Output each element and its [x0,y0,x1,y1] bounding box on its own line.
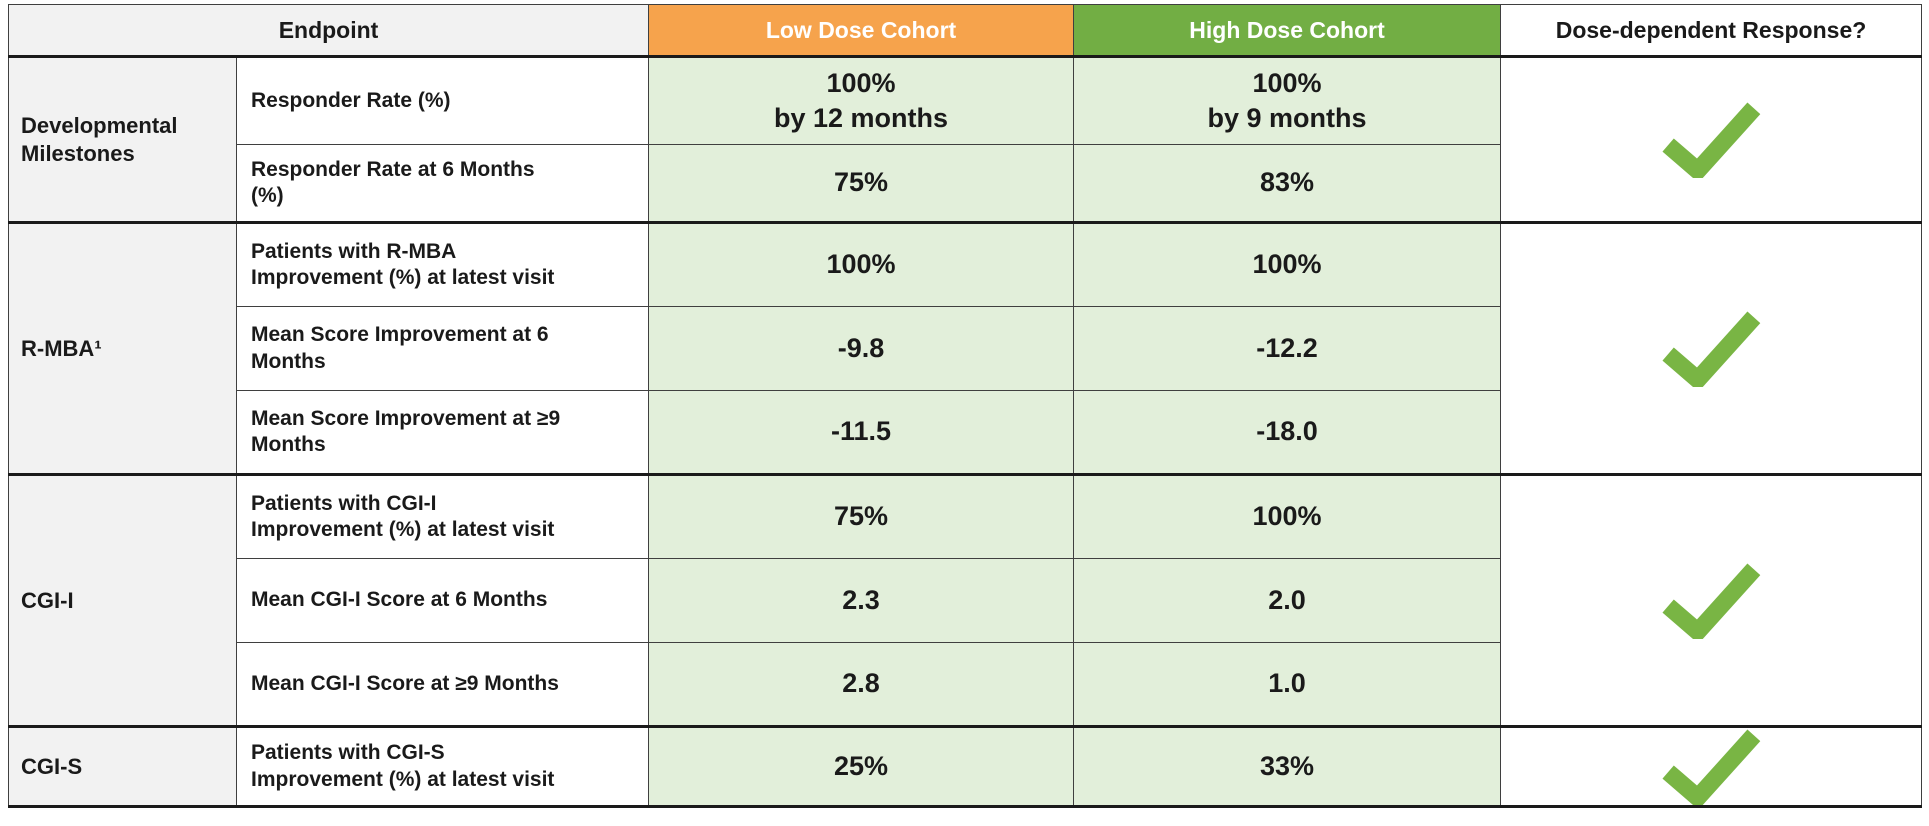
header-row: Endpoint Low Dose Cohort High Dose Cohor… [7,4,1923,58]
low-dose-value: -11.5 [648,390,1075,475]
low-dose-value: 25% [648,725,1075,808]
column-header-dose-dependent: Dose-dependent Response? [1500,4,1923,58]
checkmark-icon [1662,311,1761,387]
low-dose-value: -9.8 [648,306,1075,391]
table-row: Mean CGI-I Score at ≥9 Months 2.8 1.0 [9,642,1922,727]
low-dose-value: 100% [648,221,1075,307]
row-group-label-cgi-s: CGI-S [8,725,237,808]
endpoint-measure-label: Patients with R-MBA Improvement (%) at l… [235,221,650,307]
table-row: Mean Score Improvement at ≥9 Months -11.… [9,390,1922,475]
endpoint-measure-label: Patients with CGI-S Improvement (%) at l… [235,725,650,808]
column-header-endpoint: Endpoint [7,4,650,58]
high-dose-value: -12.2 [1073,306,1502,391]
endpoint-comparison-table: Endpoint Low Dose Cohort High Dose Cohor… [7,4,1923,808]
high-dose-value: 100% [1073,221,1502,307]
checkmark-icon [1662,102,1761,178]
endpoint-measure-label: Responder Rate (%) [235,56,650,145]
endpoint-measure-label: Responder Rate at 6 Months (%) [235,144,650,223]
high-dose-value: -18.0 [1073,390,1502,475]
high-dose-value: 1.0 [1073,642,1502,727]
endpoint-measure-label: Mean Score Improvement at ≥9 Months [235,390,650,475]
low-dose-value: 100% by 12 months [648,56,1075,145]
row-group-label-r-mba: R-MBA¹ [8,221,237,475]
low-dose-value: 75% [648,144,1075,223]
high-dose-value: 2.0 [1073,558,1502,643]
dose-dependent-cell [1500,56,1923,223]
high-dose-value: 83% [1073,144,1502,223]
endpoint-measure-label: Mean Score Improvement at 6 Months [235,306,650,391]
table-row: CGI-I Patients with CGI-I Improvement (%… [8,473,1923,727]
table-row: Mean Score Improvement at 6 Months -9.8 … [9,306,1922,391]
dose-dependent-cell [1500,473,1923,727]
table-row: Mean CGI-I Score at 6 Months 2.3 2.0 [9,558,1922,643]
table-row: Developmental Milestones Responder Rate … [8,56,1923,223]
endpoint-measure-label: Mean CGI-I Score at 6 Months [235,558,650,643]
endpoint-measure-label: Patients with CGI-I Improvement (%) at l… [235,473,650,559]
dose-dependent-cell [1500,221,1923,475]
dose-dependent-cell [1500,725,1923,808]
high-dose-value: 100% by 9 months [1073,56,1502,145]
checkmark-icon [1662,563,1761,639]
endpoint-measure-label: Mean CGI-I Score at ≥9 Months [235,642,650,727]
high-dose-value: 100% [1073,473,1502,559]
high-dose-value: 33% [1073,725,1502,808]
row-group-label-cgi-i: CGI-I [8,473,237,727]
row-group-label-developmental-milestones: Developmental Milestones [8,56,237,223]
table-row: CGI-S Patients with CGI-S Improvement (%… [8,725,1923,808]
column-header-low-dose: Low Dose Cohort [648,4,1075,58]
low-dose-value: 2.3 [648,558,1075,643]
low-dose-value: 2.8 [648,642,1075,727]
low-dose-value: 75% [648,473,1075,559]
table-row: R-MBA¹ Patients with R-MBA Improvement (… [8,221,1923,475]
column-header-high-dose: High Dose Cohort [1073,4,1502,58]
table-row: Responder Rate at 6 Months (%) 75% 83% [9,144,1922,223]
checkmark-icon [1662,729,1761,805]
